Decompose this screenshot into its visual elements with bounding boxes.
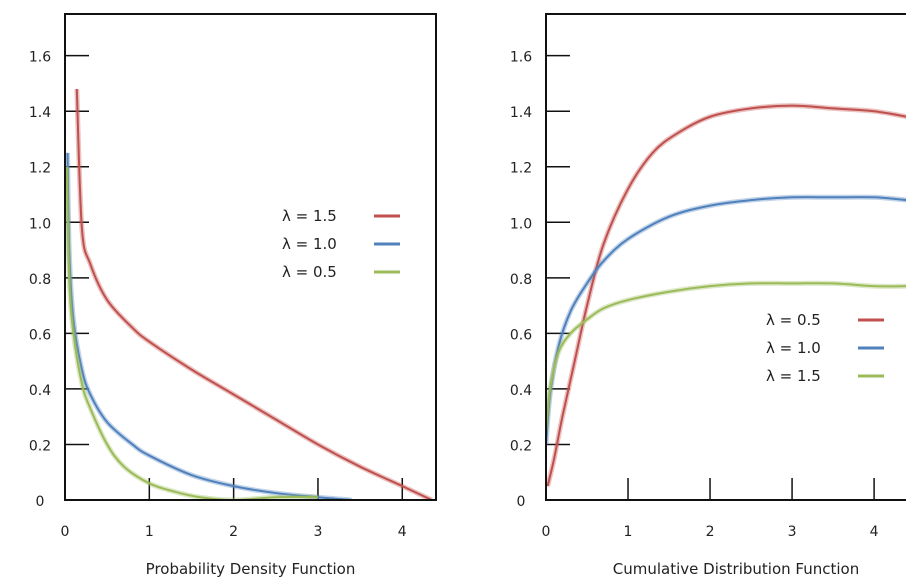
cdf-x-tick-label: 2	[706, 524, 715, 540]
pdf-x-tick-label: 4	[398, 524, 407, 540]
pdf-y-tick-label: 0.2	[29, 438, 51, 454]
cdf-series-line	[547, 104, 906, 487]
cdf-y-tick-label: 0	[517, 494, 526, 510]
pdf-x-tick-label: 2	[229, 524, 238, 540]
cdf-legend-label: λ = 1.0	[766, 339, 821, 357]
cdf-y-tick-label: 0.2	[510, 438, 532, 454]
cdf-plot-frame	[545, 13, 906, 501]
cdf-x-tick-label: 3	[788, 524, 797, 540]
pdf-legend-label: λ = 0.5	[282, 263, 337, 281]
pdf-y-tick-label: 1.4	[29, 105, 51, 121]
cdf-x-axis-label: Cumulative Distribution Function	[613, 560, 859, 578]
pdf-series-line-halo	[66, 166, 318, 499]
cdf-series-line	[547, 196, 906, 445]
pdf-series-line-halo	[74, 88, 433, 499]
pdf-legend-label: λ = 1.0	[282, 235, 337, 253]
pdf-y-tick-label: 1.2	[29, 161, 51, 177]
cdf-y-tick-label: 1.2	[510, 161, 532, 177]
cdf-series-line-halo	[547, 103, 906, 487]
cdf-x-tick-label: 1	[624, 524, 633, 540]
cdf-x-tick-label: 4	[870, 524, 879, 540]
pdf-x-tick-label: 1	[145, 524, 154, 540]
pdf-panel: 0 0.2 0.4 0.6 0.8 1.0 1.2 1.4 1.6 0 1 2 3 4 Probabilit…	[29, 13, 437, 578]
cdf-y-tick-label: 1.4	[510, 105, 532, 121]
pdf-y-tick-label: 0.8	[29, 272, 51, 288]
pdf-series-line	[66, 152, 352, 499]
cdf-series-line-halo	[547, 194, 906, 445]
pdf-x-tick-label: 3	[313, 524, 322, 540]
pdf-legend-label: λ = 1.5	[282, 207, 337, 225]
pdf-y-tick-label: 0.4	[29, 383, 51, 399]
cdf-legend-label: λ = 1.5	[766, 367, 821, 385]
pdf-x-axis-label: Probability Density Function	[146, 560, 356, 578]
pdf-x-tick-label: 0	[61, 524, 70, 540]
pdf-y-tick-label: 1.0	[29, 216, 51, 232]
pdf-series-line	[66, 166, 318, 499]
cdf-legend-label: λ = 0.5	[766, 311, 821, 329]
pdf-series-line	[75, 88, 433, 499]
pdf-plot-frame	[64, 13, 437, 501]
cdf-panel: 0 0.2 0.4 0.6 0.8 1.0 1.2 1.4 1.6 0 1 2 3 4 Cumulative…	[510, 13, 906, 578]
cdf-y-tick-label: 0.6	[510, 327, 532, 343]
pdf-y-tick-label: 1.6	[29, 50, 51, 66]
cdf-y-tick-label: 0.4	[510, 383, 532, 399]
cdf-series-line-halo	[547, 280, 906, 431]
cdf-x-tick-label: 0	[542, 524, 551, 540]
pdf-y-tick-label: 0.6	[29, 327, 51, 343]
pdf-y-tick-label: 0	[36, 494, 45, 510]
cdf-y-tick-label: 0.8	[510, 272, 532, 288]
cdf-y-tick-label: 1.0	[510, 216, 532, 232]
cdf-y-tick-label: 1.6	[510, 50, 532, 66]
cdf-series-line	[547, 282, 906, 431]
